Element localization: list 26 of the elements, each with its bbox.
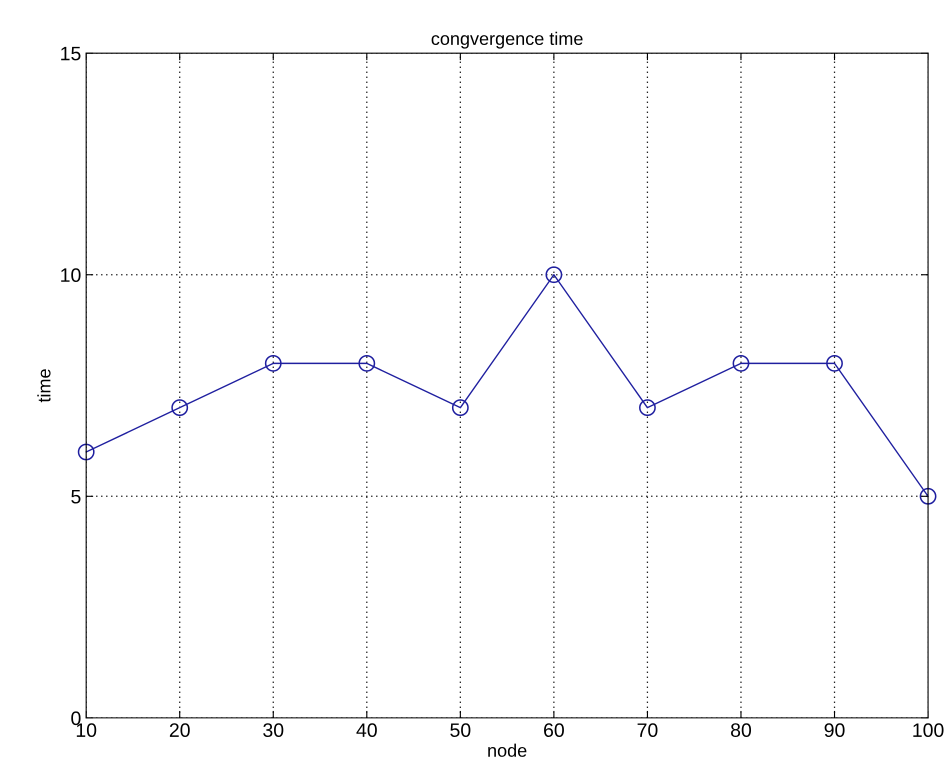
point	[545, 266, 562, 284]
x-tick-label: 90	[824, 723, 845, 738]
x-tick-label: 50	[450, 723, 470, 738]
point	[639, 399, 656, 416]
point	[452, 399, 469, 416]
x-tick-label: 80	[731, 723, 752, 738]
y-axis-title: time	[37, 369, 51, 402]
x-tick-label: 20	[170, 723, 190, 738]
point	[826, 354, 843, 372]
point	[171, 399, 188, 416]
y-tick-label: 5	[71, 490, 80, 504]
x-axis-title: node	[488, 744, 526, 757]
point	[732, 354, 750, 372]
point	[920, 488, 936, 505]
x-tick-label: 40	[356, 723, 377, 738]
point	[264, 354, 282, 372]
x-tick-label: 100	[913, 723, 944, 738]
x-tick-label: 70	[638, 723, 658, 738]
point	[78, 444, 95, 460]
y-tick-label: 0	[71, 711, 81, 726]
y-tick-label: 15	[61, 46, 81, 60]
x-tick-label: 60	[544, 723, 564, 738]
point	[358, 354, 376, 372]
chart-title: congvergence time	[432, 32, 583, 49]
x-tick-label: 30	[263, 723, 284, 738]
y-tick-label: 10	[61, 268, 81, 282]
